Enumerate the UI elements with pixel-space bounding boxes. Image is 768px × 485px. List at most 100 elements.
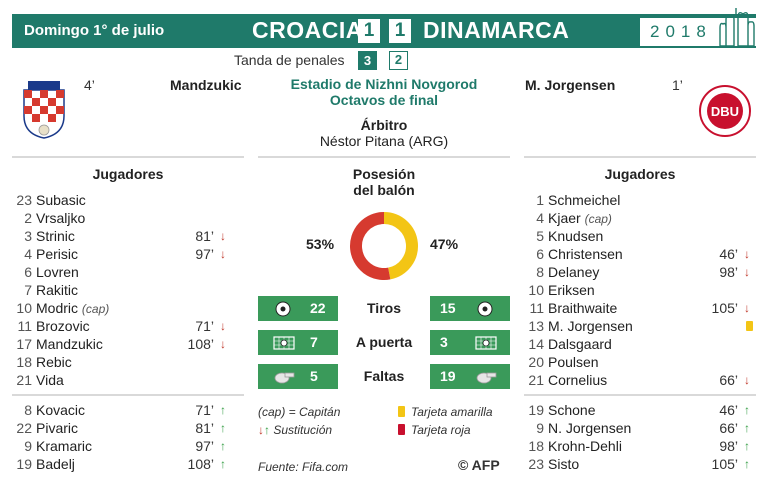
away-players-title: Jugadores <box>604 166 676 182</box>
substitution-minute: 81’ <box>195 420 214 436</box>
divider <box>258 156 510 158</box>
list-item: 8 Delaney 98’ ↓ <box>522 263 754 281</box>
divider <box>12 156 244 158</box>
player-number: 21 <box>16 372 32 388</box>
header-bar <box>12 14 756 48</box>
home-possession-value: 53% <box>306 236 335 252</box>
player-name: Brozovic <box>36 317 90 335</box>
substitution-minute: 108’ <box>187 456 214 472</box>
yellow-card-icon <box>398 406 405 417</box>
list-item: 22 Pivaric 81’ ↑ <box>10 419 242 437</box>
player-name: Kjaer (cap) <box>548 209 612 228</box>
legend-captain: (cap) = Capitán <box>258 405 341 419</box>
substitution-minute: 97’ <box>195 438 214 454</box>
substitution-minute: 97’ <box>195 246 214 262</box>
player-name-text: Mandzukic <box>36 336 103 352</box>
away-possession-value: 47% <box>430 236 459 252</box>
stadium-name: Estadio de Nizhni Novgorod <box>290 76 478 92</box>
player-name: Strinic <box>36 227 75 245</box>
list-item: 21 Cornelius 66’ ↓ <box>522 371 754 389</box>
player-name: Rebic <box>36 353 72 371</box>
player-name: Braithwaite <box>548 299 617 317</box>
kremlin-icon <box>719 8 755 47</box>
player-name-text: Brozovic <box>36 318 90 334</box>
player-name-text: Modric <box>36 300 79 316</box>
possession-donut <box>350 212 418 280</box>
svg-text:DBU: DBU <box>711 104 739 119</box>
home-score: 1 <box>358 19 380 43</box>
sub-out-arrow-icon: ↓ <box>744 247 750 261</box>
ball-icon <box>477 301 493 317</box>
player-name-text: Delaney <box>548 264 600 280</box>
player-name: Perisic <box>36 245 78 263</box>
away-possession-arc <box>383 212 418 280</box>
stat-home-value: 22 <box>310 300 326 316</box>
list-item: 6 Lovren <box>10 263 242 281</box>
stat-away-value: 15 <box>440 300 456 316</box>
player-name: Rakitic <box>36 281 78 299</box>
list-item: 5 Knudsen <box>522 227 754 245</box>
player-name-text: Perisic <box>36 246 79 262</box>
stat-label: Faltas <box>363 368 405 384</box>
home-team-name: CROACIA <box>252 17 363 43</box>
player-name-text: Dalsgaard <box>548 336 612 352</box>
stat-bar-away: 3 <box>430 330 510 355</box>
substitution-minute: 98’ <box>719 264 738 280</box>
player-name: N. Jorgensen <box>548 419 631 437</box>
sub-in-arrow-icon: ↑ <box>744 457 750 471</box>
player-number: 13 <box>528 318 544 334</box>
list-item: 4 Perisic 97’ ↓ <box>10 245 242 263</box>
sub-in-arrow-icon: ↑ <box>220 457 226 471</box>
player-name: Vida <box>36 371 64 389</box>
player-name: Poulsen <box>548 353 599 371</box>
list-item: 19 Schone 46’ ↑ <box>522 401 754 419</box>
player-number: 19 <box>528 402 544 418</box>
player-name-text: Sisto <box>548 456 580 472</box>
list-item: 7 Rakitic <box>10 281 242 299</box>
divider <box>12 394 244 396</box>
player-name-text: Knudsen <box>548 228 604 244</box>
goal-icon <box>475 336 497 350</box>
player-number: 18 <box>528 438 544 454</box>
player-number: 8 <box>536 264 544 280</box>
home-possession-arc <box>350 212 391 280</box>
player-name-text: M. Jorgensen <box>548 318 633 334</box>
possession-title: Posesión del balón <box>300 166 468 198</box>
list-item: 20 Poulsen <box>522 353 754 371</box>
stat-bar-away: 15 <box>430 296 510 321</box>
list-item: 23 Sisto 105’ ↑ <box>522 455 754 473</box>
sub-in-arrow-icon: ↑ <box>264 423 270 437</box>
away-team-name: DINAMARCA <box>423 17 570 43</box>
list-item: 19 Badelj 108’ ↑ <box>10 455 242 473</box>
player-name: Pivaric <box>36 419 78 437</box>
stat-home-value: 7 <box>310 334 318 350</box>
away-goal-minute: 1’ <box>672 77 683 93</box>
referee-title: Árbitro <box>360 117 408 133</box>
home-goal-minute: 4’ <box>84 77 95 93</box>
captain-mark: (cap) <box>584 212 612 226</box>
goal-icon <box>273 336 295 350</box>
player-number: 8 <box>24 402 32 418</box>
home-players-title: Jugadores <box>92 166 164 182</box>
possession-title-line2: del balón <box>353 182 415 198</box>
player-number: 11 <box>529 300 544 316</box>
list-item: 1 Schmeichel <box>522 191 754 209</box>
player-name: Cornelius <box>548 371 607 389</box>
player-name-text: Schmeichel <box>548 192 621 208</box>
list-item: 10 Eriksen <box>522 281 754 299</box>
substitution-minute: 66’ <box>719 420 738 436</box>
sub-out-arrow-icon: ↓ <box>744 301 750 315</box>
home-penalties: 3 <box>358 51 377 70</box>
player-number: 23 <box>16 192 32 208</box>
source-note: Fuente: Fifa.com <box>258 460 349 474</box>
legend-substitution: Sustitución <box>273 423 333 437</box>
player-name: Vrsaljko <box>36 209 85 227</box>
ball-icon <box>275 301 291 317</box>
player-number: 1 <box>536 192 544 208</box>
substitution-minute: 66’ <box>719 372 738 388</box>
denmark-crest-icon: DBU <box>699 85 751 137</box>
match-round: Octavos de final <box>329 92 439 108</box>
yellow-card-icon <box>746 321 753 331</box>
sub-out-arrow-icon: ↓ <box>220 247 226 261</box>
player-name-text: Poulsen <box>548 354 599 370</box>
